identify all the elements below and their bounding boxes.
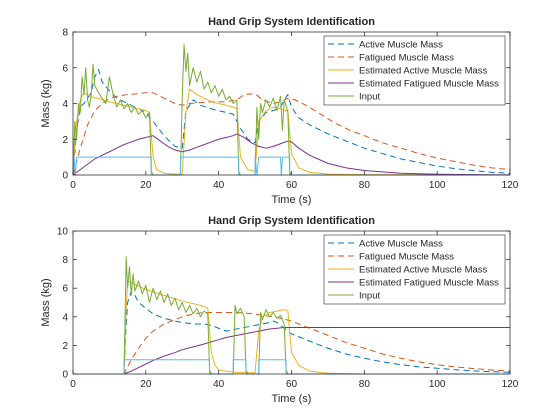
series-group xyxy=(73,256,511,375)
legend-box xyxy=(323,35,506,106)
series-line-estimated-fatigued-muscle-mass xyxy=(73,327,510,375)
x-tick-label: 80 xyxy=(359,180,371,191)
x-tick-label: 0 xyxy=(70,379,76,390)
legend-entry: Input xyxy=(359,91,380,102)
legend: Active Muscle Mass Fatigued Muscle Mass Es… xyxy=(323,35,506,106)
y-tick-label: 2 xyxy=(62,135,68,146)
chart-panel-1: 0 20 40 60 80 100 120 0 2 4 6 8 Hand Grip System Ide… xyxy=(40,16,519,206)
y-axis-label: Mass (kg) xyxy=(40,79,52,127)
series-line-active-muscle-mass xyxy=(72,69,511,176)
series-line-input xyxy=(73,256,510,375)
x-tick-label: 0 xyxy=(70,180,76,191)
series-line-input xyxy=(72,44,510,176)
legend-entry: Active Muscle Mass xyxy=(359,39,443,50)
y-tick-label: 0 xyxy=(62,171,68,182)
x-axis-label: Time (s) xyxy=(272,194,312,206)
x-tick-label: 120 xyxy=(502,379,519,390)
chart-title: Hand Grip System Identification xyxy=(208,16,375,28)
x-tick-label: 100 xyxy=(429,180,446,191)
series-line-fatigued-muscle-mass xyxy=(73,312,511,375)
x-tick-label: 20 xyxy=(140,180,152,191)
y-tick-label: 0 xyxy=(62,370,68,381)
y-tick-label: 8 xyxy=(62,255,68,266)
y-tick-label: 10 xyxy=(57,227,69,238)
x-tick-label: 20 xyxy=(140,379,152,390)
series-line-active-muscle-mass xyxy=(73,290,511,375)
y-tick-label: 4 xyxy=(62,312,68,323)
x-tick-label: 60 xyxy=(286,180,298,191)
series-line-unlabeled-series xyxy=(73,359,510,375)
legend-box xyxy=(323,234,506,305)
x-tick-label: 40 xyxy=(213,379,225,390)
x-axis-label: Time (s) xyxy=(272,393,312,405)
chart-title: Hand Grip System Identification xyxy=(208,215,375,227)
y-tick-label: 8 xyxy=(62,28,68,39)
x-tick-label: 40 xyxy=(213,180,225,191)
x-tick-label: 80 xyxy=(359,379,371,390)
y-axis-label: Mass (kg) xyxy=(40,278,52,326)
legend-entry: Estimated Active Muscle Mass xyxy=(359,264,488,275)
y-tick-label: 4 xyxy=(62,99,68,110)
legend-entry: Estimated Active Muscle Mass xyxy=(359,65,488,76)
series-group xyxy=(72,44,511,176)
legend-entry: Estimated Fatigued Muscle Mass xyxy=(359,78,499,89)
x-tick-label: 100 xyxy=(429,379,446,390)
legend-entry: Input xyxy=(359,290,380,301)
series-line-estimated-active-muscle-mass xyxy=(73,280,510,375)
legend-entry: Fatigued Muscle Mass xyxy=(359,52,454,63)
x-tick-label: 60 xyxy=(286,379,298,390)
y-tick-label: 6 xyxy=(62,63,68,74)
chart-panel-2: 0 20 40 60 80 100 120 0 2 4 6 8 10 Hand Grip System I… xyxy=(40,215,519,405)
series-line-estimated-fatigued-muscle-mass xyxy=(72,133,511,176)
legend-entry: Active Muscle Mass xyxy=(359,238,443,249)
legend: Active Muscle Mass Fatigued Muscle Mass Es… xyxy=(323,234,506,305)
x-tick-label: 120 xyxy=(502,180,519,191)
legend-entry: Fatigued Muscle Mass xyxy=(359,251,454,262)
y-tick-label: 6 xyxy=(62,284,68,295)
y-tick-label: 2 xyxy=(62,341,68,352)
legend-entry: Estimated Fatigued Muscle Mass xyxy=(359,277,499,288)
series-line-fatigued-muscle-mass xyxy=(72,92,511,176)
